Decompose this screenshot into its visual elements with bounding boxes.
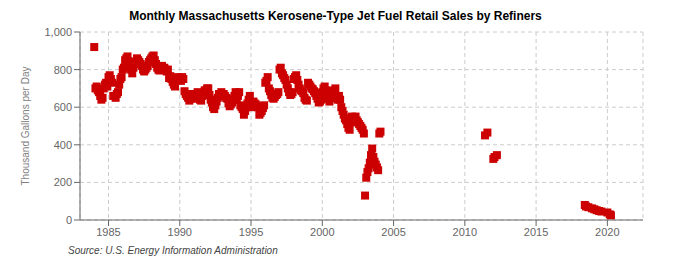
svg-text:Thousand Gallons per Day: Thousand Gallons per Day <box>20 67 31 186</box>
svg-text:200: 200 <box>54 176 72 188</box>
html-text:Source: U.S. Energy Informatio: Source: U.S. Energy Information Administ… <box>68 245 278 256</box>
svg-text:600: 600 <box>54 101 72 113</box>
svg-text:1985: 1985 <box>96 226 120 238</box>
svg-text:2015: 2015 <box>524 226 548 238</box>
svg-text:2005: 2005 <box>381 226 405 238</box>
svg-text:800: 800 <box>54 64 72 76</box>
svg-text:1995: 1995 <box>239 226 263 238</box>
svg-text:0: 0 <box>66 214 72 226</box>
svg-text:2010: 2010 <box>453 226 477 238</box>
html-text:Monthly Massachusetts Kerosene: Monthly Massachusetts Kerosene-Type Jet … <box>129 9 542 23</box>
svg-text:400: 400 <box>54 139 72 151</box>
svg-text:2000: 2000 <box>310 226 334 238</box>
svg-text:1990: 1990 <box>168 226 192 238</box>
svg-text:2020: 2020 <box>595 226 619 238</box>
svg-text:1,000: 1,000 <box>44 26 72 38</box>
